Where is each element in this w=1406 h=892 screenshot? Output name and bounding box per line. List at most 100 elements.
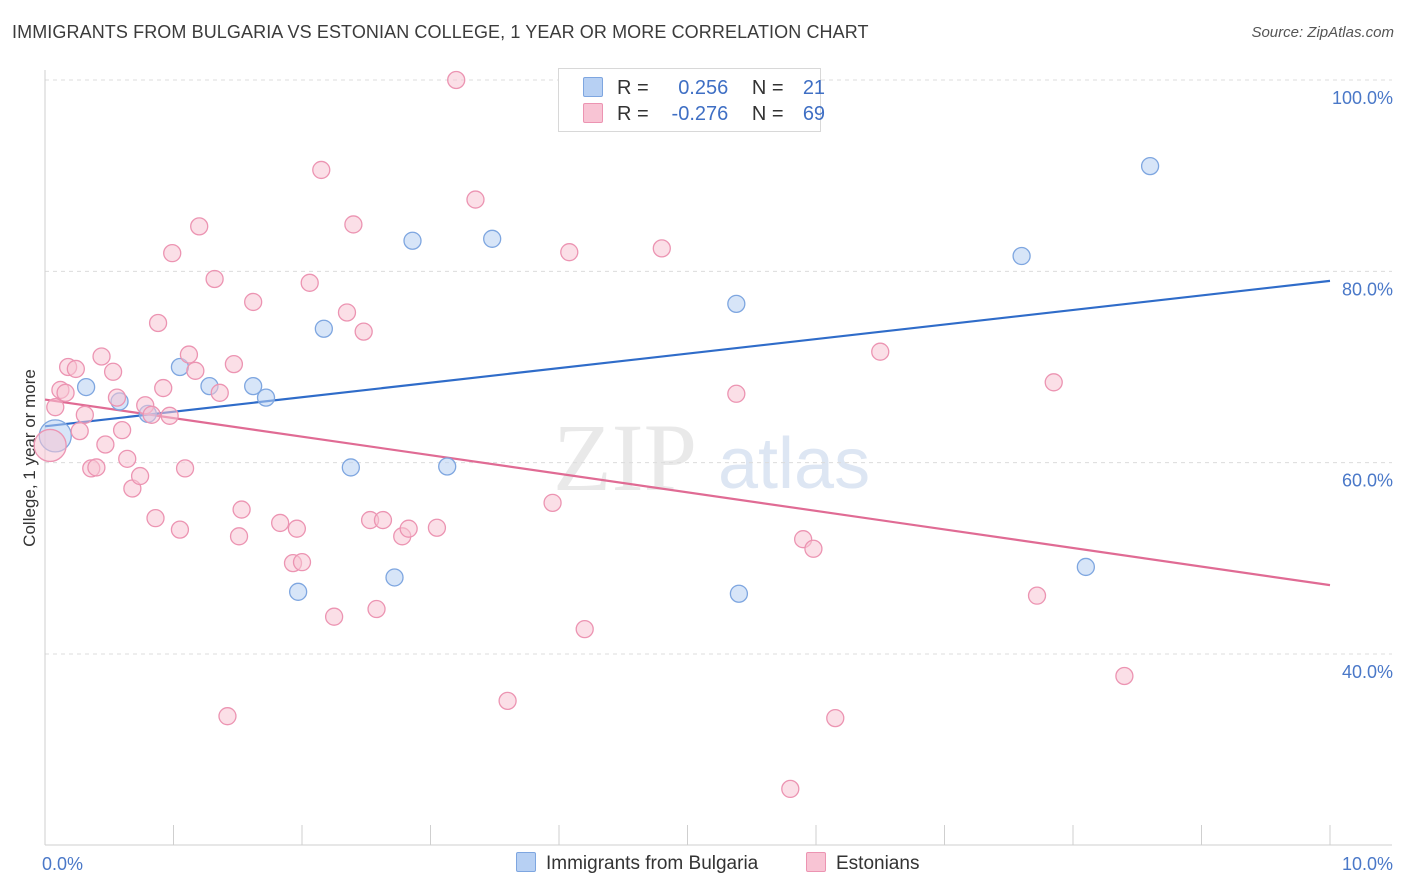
bottom-legend-bulgaria: Immigrants from Bulgaria — [516, 852, 758, 875]
point-bulgaria-6 — [244, 376, 263, 396]
trend-line-estonians — [44, 398, 1331, 587]
x-tick-label-max: 10.0% — [1342, 854, 1393, 874]
point-estonians-42 — [312, 160, 331, 180]
legend-swatch-bulgaria — [583, 77, 603, 97]
point-estonians-43 — [324, 607, 344, 626]
point-estonians-51 — [399, 519, 418, 538]
point-estonians-20 — [146, 509, 165, 528]
legend-r-label: R = — [617, 77, 649, 99]
point-bulgaria-9 — [314, 319, 333, 338]
point-estonians-19 — [142, 405, 161, 424]
point-estonians-10 — [92, 347, 111, 366]
point-bulgaria-11 — [385, 568, 404, 587]
legend-n-value: 69 — [802, 103, 826, 125]
point-estonians-29 — [190, 217, 209, 236]
point-estonians-68 — [1115, 666, 1134, 686]
point-estonians-49 — [373, 510, 393, 530]
bottom-legend-label-estonians: Estonians — [836, 853, 920, 874]
point-estonians-58 — [575, 619, 594, 639]
point-estonians-61 — [781, 779, 800, 799]
point-estonians-1 — [46, 398, 65, 417]
point-estonians-3 — [56, 383, 75, 402]
y-tick-label: 40.0% — [1342, 662, 1393, 682]
point-estonians-59 — [652, 239, 671, 258]
point-estonians-45 — [344, 215, 363, 234]
bottom-legend-swatch-bulgaria — [516, 852, 536, 872]
bottom-legend-estonians: Estonians — [806, 852, 919, 875]
point-estonians-0 — [33, 428, 67, 463]
legend-row-estonians: R = -0.276 N = 69 — [583, 103, 825, 125]
point-estonians-26 — [175, 459, 195, 478]
watermark-atlas: atlas — [718, 424, 870, 504]
point-bulgaria-14 — [483, 229, 502, 248]
point-estonians-11 — [96, 435, 115, 454]
point-estonians-23 — [160, 406, 179, 425]
point-estonians-35 — [232, 500, 251, 519]
point-estonians-37 — [271, 513, 290, 533]
point-estonians-66 — [1027, 586, 1047, 605]
point-estonians-64 — [826, 708, 845, 728]
chart-title: IMMIGRANTS FROM BULGARIA VS ESTONIAN COL… — [12, 22, 869, 42]
point-estonians-22 — [154, 378, 173, 398]
point-bulgaria-16 — [729, 584, 749, 603]
legend-n-label: N = — [751, 77, 784, 99]
point-estonians-65 — [871, 342, 890, 361]
point-estonians-30 — [205, 269, 224, 289]
point-estonians-41 — [300, 273, 319, 292]
point-bulgaria-10 — [341, 458, 360, 477]
point-estonians-24 — [163, 244, 182, 263]
point-estonians-14 — [112, 420, 132, 440]
point-estonians-28 — [186, 361, 205, 380]
point-estonians-13 — [107, 388, 127, 407]
point-estonians-21 — [148, 313, 168, 333]
point-bulgaria-15 — [727, 294, 746, 314]
point-estonians-52 — [427, 518, 447, 537]
point-bulgaria-8 — [288, 582, 308, 601]
point-bulgaria-18 — [1012, 246, 1031, 266]
point-estonians-46 — [354, 322, 373, 341]
legend-r-value: 0.256 — [678, 77, 729, 99]
point-estonians-27 — [179, 345, 199, 364]
point-estonians-39 — [287, 519, 307, 538]
legend-n-label: N = — [751, 103, 784, 125]
point-estonians-53 — [447, 70, 466, 90]
point-bulgaria-1 — [76, 377, 96, 397]
y-tick-label: 80.0% — [1342, 279, 1393, 299]
point-estonians-31 — [210, 383, 229, 402]
point-estonians-17 — [130, 466, 150, 486]
legend-n-value: 21 — [802, 77, 826, 99]
x-tick-label-min: 0.0% — [42, 854, 83, 874]
point-estonians-56 — [543, 493, 562, 512]
legend-swatch-estonians — [583, 103, 603, 123]
point-bulgaria-12 — [403, 231, 422, 250]
point-estonians-67 — [1044, 373, 1063, 392]
point-estonians-60 — [727, 384, 746, 403]
point-estonians-7 — [75, 405, 94, 424]
point-estonians-34 — [229, 527, 249, 546]
point-estonians-57 — [560, 243, 579, 262]
point-estonians-54 — [466, 190, 485, 209]
y-tick-label: 100.0% — [1332, 88, 1393, 108]
point-bulgaria-19 — [1076, 557, 1095, 577]
source-label: Source: ZipAtlas.com — [1251, 24, 1394, 41]
point-estonians-33 — [224, 354, 244, 374]
watermark-zip: ZIP — [553, 404, 697, 511]
legend-r-label: R = — [617, 103, 649, 125]
correlation-legend: R = 0.256 N = 21 R = -0.276 N = 69 — [558, 68, 825, 132]
data-points — [33, 69, 1160, 799]
legend-row-bulgaria: R = 0.256 N = 21 — [583, 77, 825, 99]
grid — [45, 79, 1392, 655]
point-estonians-12 — [103, 362, 123, 381]
point-bulgaria-7 — [256, 388, 276, 407]
point-estonians-36 — [244, 292, 263, 312]
y-tick-label: 60.0% — [1342, 471, 1393, 491]
legend-r-value: -0.276 — [671, 103, 729, 125]
point-estonians-9 — [87, 458, 106, 477]
point-estonians-40 — [292, 553, 312, 572]
x-tick-labels: 0.0% 10.0% — [42, 854, 1393, 874]
point-estonians-6 — [70, 421, 89, 441]
point-estonians-15 — [118, 449, 137, 468]
point-estonians-48 — [367, 599, 386, 619]
point-bulgaria-20 — [1140, 156, 1160, 176]
